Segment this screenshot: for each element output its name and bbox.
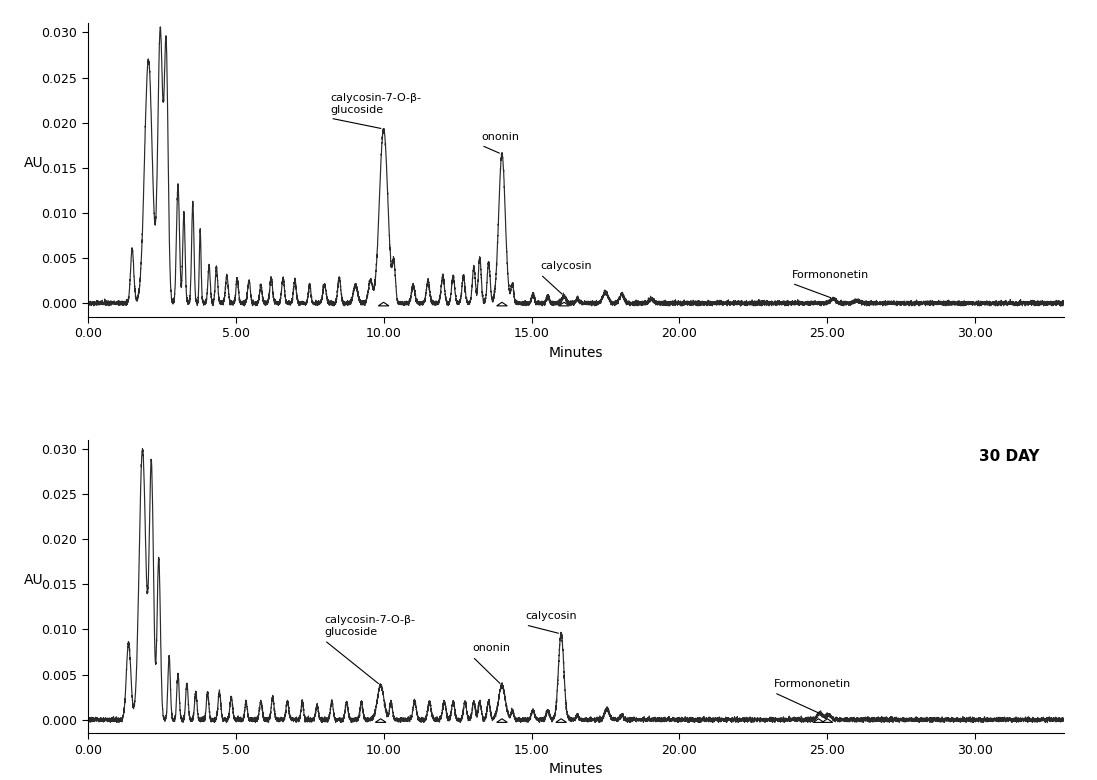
Text: ononin: ononin <box>473 643 510 653</box>
X-axis label: Minutes: Minutes <box>548 762 603 776</box>
Y-axis label: AU: AU <box>24 573 44 587</box>
Text: 30 DAY: 30 DAY <box>980 448 1040 463</box>
Text: ononin: ononin <box>482 132 519 142</box>
Y-axis label: AU: AU <box>24 156 44 170</box>
Text: calycosin-7-O-β-
glucoside: calycosin-7-O-β- glucoside <box>325 615 416 636</box>
Text: calycosin-7-O-β-
glucoside: calycosin-7-O-β- glucoside <box>330 93 421 115</box>
Text: Formononetin: Formononetin <box>774 679 851 689</box>
X-axis label: Minutes: Minutes <box>548 346 603 360</box>
Text: Formononetin: Formononetin <box>792 270 869 280</box>
Text: calycosin: calycosin <box>525 612 577 622</box>
Text: calycosin: calycosin <box>541 261 592 271</box>
